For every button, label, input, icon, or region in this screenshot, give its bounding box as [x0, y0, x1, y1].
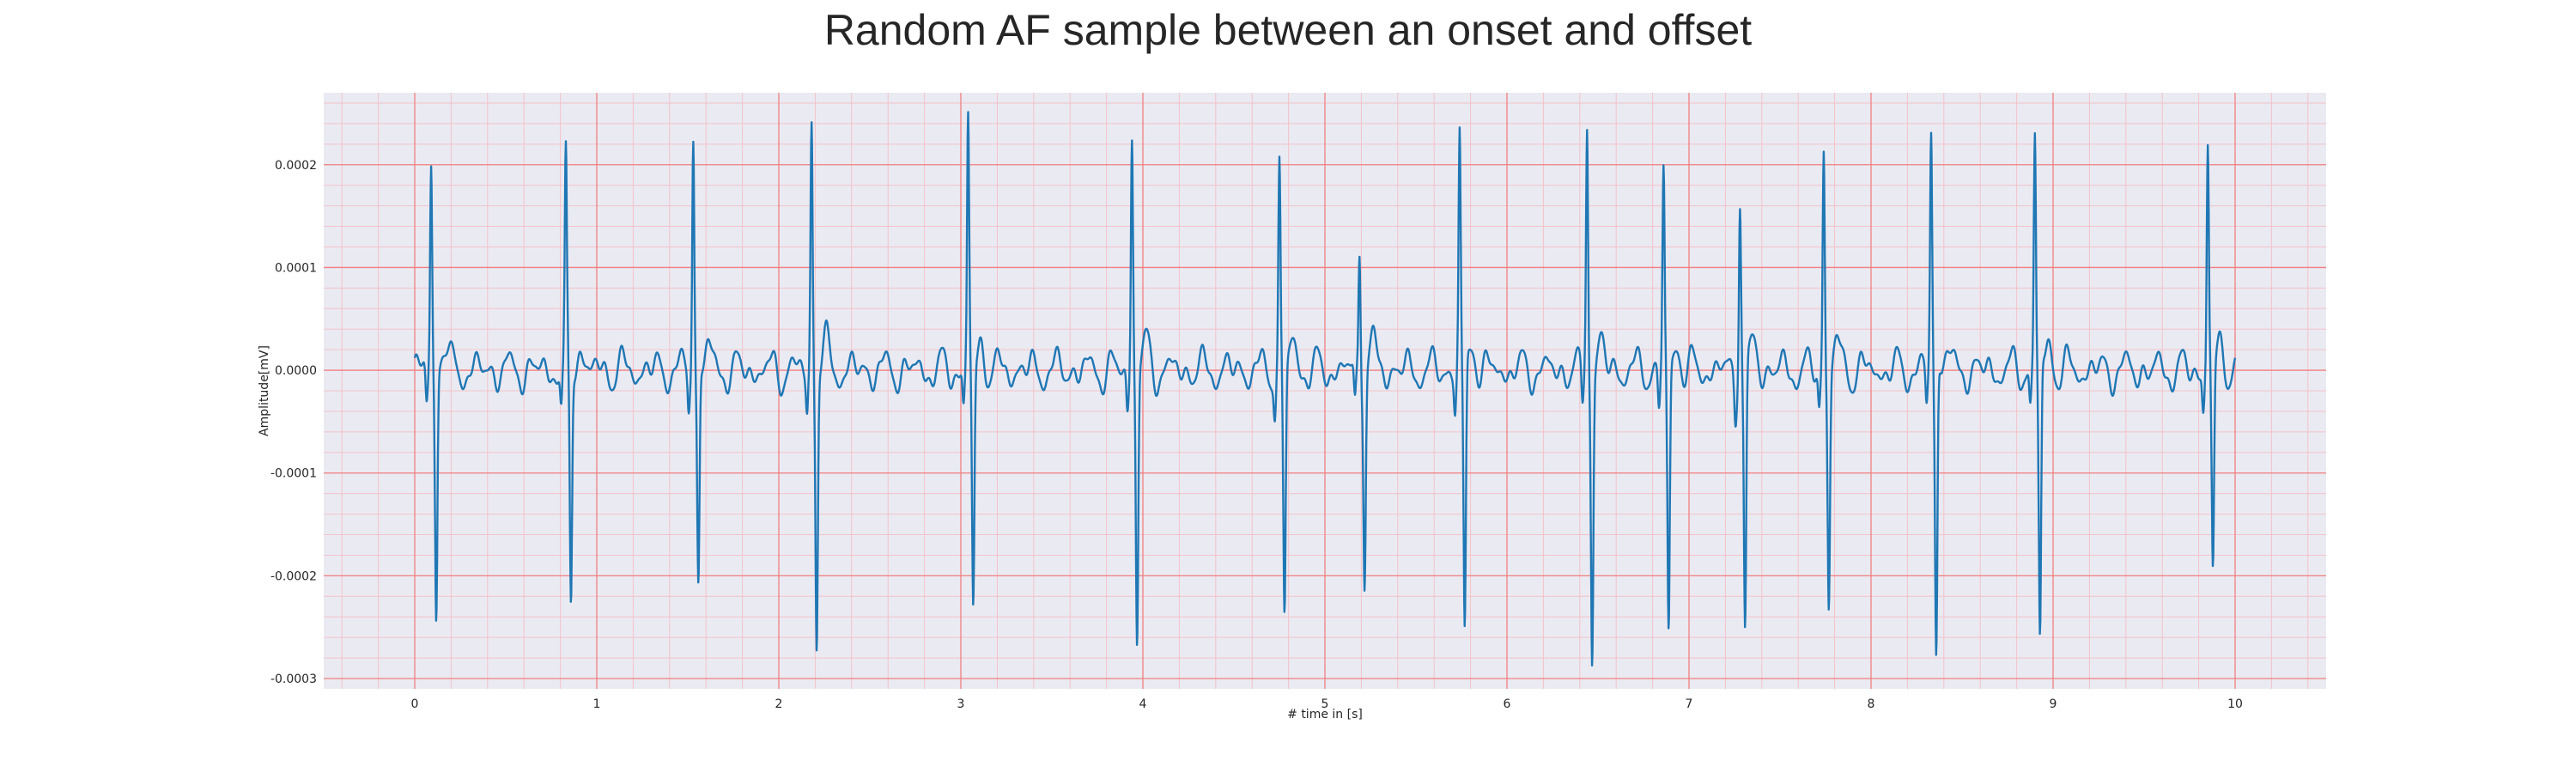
x-tick-label: 1 [593, 697, 601, 711]
y-tick-label: -0.0002 [270, 569, 317, 583]
x-tick-label: 7 [1686, 697, 1693, 711]
x-tick-label: 9 [2050, 697, 2057, 711]
x-tick-label: 8 [1868, 697, 1875, 711]
y-tick-label: 0.0002 [275, 159, 317, 173]
x-axis: 0 1 2 3 4 5 6 7 8 9 10 [411, 697, 2243, 711]
x-tick-label: 5 [1321, 697, 1329, 711]
x-tick-label: 6 [1504, 697, 1511, 711]
x-tick-label: 4 [1139, 697, 1147, 711]
x-tick-label: 2 [775, 697, 783, 711]
major-grid [324, 93, 2326, 689]
y-axis: 0.0002 0.0001 0.0000 -0.0001 -0.0002 -0.0003 [270, 159, 317, 686]
chart-title: Random AF sample between an onset and of… [824, 6, 1752, 54]
x-tick-label: 3 [957, 697, 965, 711]
y-axis-label: Amplitude[mV] [258, 345, 271, 436]
ecg-signal-line [413, 111, 2237, 666]
y-tick-label: 0.0000 [275, 364, 317, 378]
x-tick-label: 0 [411, 697, 419, 711]
y-tick-label: 0.0001 [275, 261, 317, 275]
y-tick-label: -0.0003 [270, 673, 317, 686]
y-tick-label: -0.0001 [270, 467, 317, 481]
x-tick-label: 10 [2227, 697, 2243, 711]
x-axis-label: # time in [s] [1287, 708, 1363, 721]
